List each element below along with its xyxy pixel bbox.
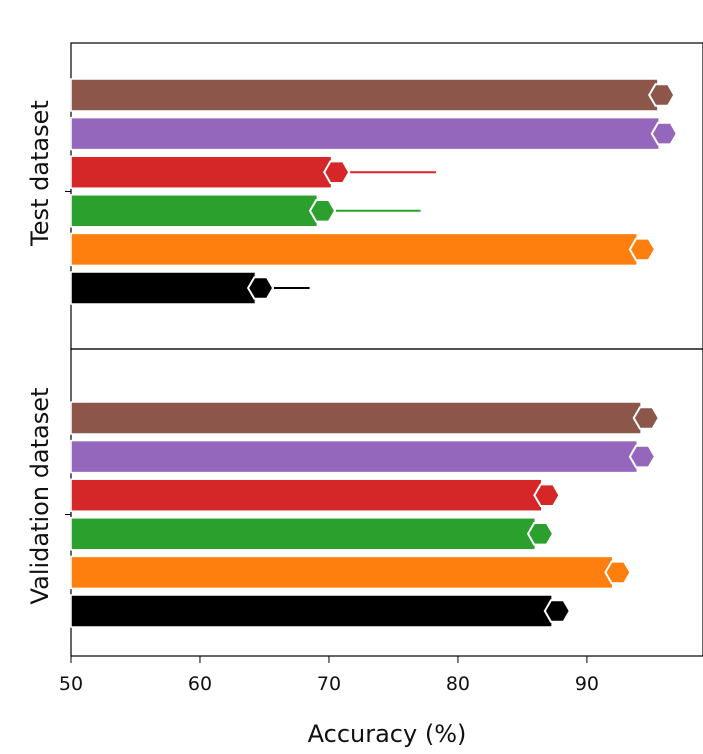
hexagon-marker <box>323 160 351 184</box>
bar <box>70 78 659 112</box>
bar <box>70 155 333 189</box>
bar <box>70 271 257 305</box>
x-tick-label: 90 <box>575 673 599 695</box>
hexagon-marker <box>604 560 632 585</box>
bar <box>70 517 537 551</box>
bar <box>70 555 614 590</box>
hexagon-marker <box>650 121 678 146</box>
bar <box>70 478 543 512</box>
x-tick-label: 70 <box>317 673 341 695</box>
y-title-bottom: Validation dataset <box>26 388 54 605</box>
bar <box>70 232 638 267</box>
x-tick-label: 80 <box>446 673 470 695</box>
x-tick-label: 50 <box>59 673 83 695</box>
hexagon-marker <box>308 199 337 223</box>
hexagon-marker <box>648 83 676 107</box>
hexagon-marker <box>543 599 571 623</box>
hexagon-marker <box>632 406 660 430</box>
hexagon-marker <box>628 444 657 469</box>
bar <box>70 116 660 151</box>
x-tick-label: 60 <box>188 673 212 695</box>
hexagon-marker <box>628 237 657 262</box>
bars-layer <box>70 78 678 628</box>
axis-layer: 50 60 70 80 90 <box>59 191 599 695</box>
hexagon-marker <box>526 522 555 546</box>
hexagon-marker <box>533 483 561 507</box>
bar <box>70 439 638 474</box>
hexagon-marker <box>246 276 275 300</box>
bar <box>70 594 553 628</box>
bar <box>70 194 319 228</box>
y-title-top: Test dataset <box>26 100 54 247</box>
bar <box>70 401 642 435</box>
x-axis-title: Accuracy (%) <box>308 720 467 748</box>
